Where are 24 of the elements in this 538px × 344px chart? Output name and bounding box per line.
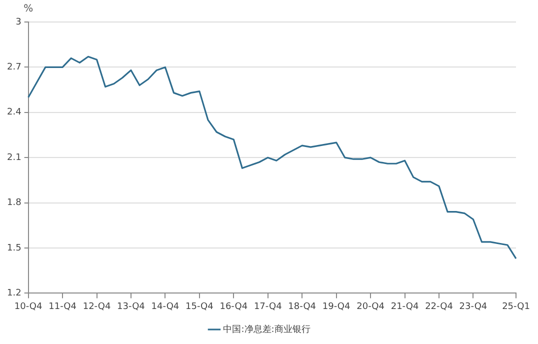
x-tick-label: 23-Q4 [459, 302, 488, 312]
x-tick-label: 14-Q4 [151, 302, 180, 312]
x-tick-label: 17-Q4 [254, 302, 282, 312]
y-tick-label: 1.5 [6, 243, 22, 254]
y-tick-label: 2.1 [6, 152, 22, 163]
x-tick-label: 16-Q4 [220, 302, 248, 312]
x-tick-label: 10-Q4 [14, 302, 43, 312]
x-tick-label: 15-Q4 [186, 302, 214, 312]
x-tick-label: 11-Q4 [48, 302, 77, 312]
x-tick-label: 25-Q1 [502, 302, 530, 312]
x-tick-label: 22-Q4 [425, 302, 454, 312]
x-tick-label: 18-Q4 [288, 302, 316, 312]
y-axis-title: % [24, 4, 34, 15]
y-tick-label: 2.4 [6, 108, 22, 118]
x-tick-label: 21-Q4 [390, 302, 419, 312]
x-tick-label: 19-Q4 [322, 302, 351, 312]
x-tick-label: 12-Q4 [82, 302, 111, 312]
y-tick-label: 2.7 [6, 62, 22, 73]
legend-label: 中国:净息差:商业银行 [223, 324, 310, 335]
x-tick-label: 20-Q4 [356, 302, 385, 312]
x-tick-label: 13-Q4 [117, 302, 146, 312]
y-tick-label: 3 [16, 17, 22, 28]
y-tick-label: 1.8 [6, 198, 22, 208]
y-tick-label: 1.2 [6, 288, 22, 299]
